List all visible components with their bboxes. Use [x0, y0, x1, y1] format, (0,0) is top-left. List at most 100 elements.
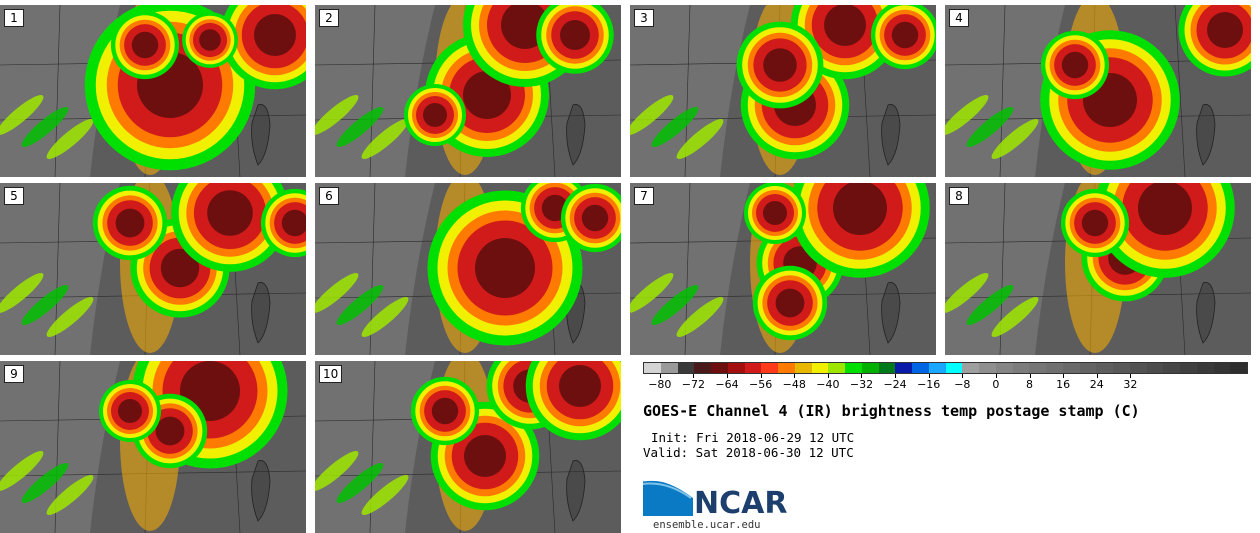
colorbar-swatch	[644, 363, 661, 373]
cold-cloud-top	[431, 397, 459, 425]
ir-satellite-map	[0, 183, 306, 355]
cloud-band	[0, 272, 44, 314]
colorbar-swatch	[711, 363, 728, 373]
colorbar-tick-mark	[995, 374, 997, 378]
cloud-band	[966, 106, 1014, 148]
colorbar-swatch	[828, 363, 845, 373]
website-url: ensemble.ucar.edu	[653, 519, 761, 531]
ensemble-member-panel: 3	[630, 5, 936, 177]
cold-cloud-top	[463, 71, 511, 119]
lake-outline	[881, 104, 901, 166]
colorbar-tick-label: 8	[1026, 378, 1034, 391]
ensemble-member-panel: 5	[0, 183, 306, 355]
ir-satellite-map	[0, 5, 306, 177]
cloud-band	[945, 272, 989, 314]
ensemble-member-panel: 1	[0, 5, 306, 177]
cloud-band	[0, 94, 44, 136]
colorbar-tick-mark	[1096, 374, 1098, 378]
colorbar-tick-mark	[794, 374, 796, 378]
colorbar-swatch	[677, 363, 695, 373]
cold-cloud-top	[763, 201, 787, 225]
cold-cloud-top	[833, 183, 887, 235]
cloud-band	[315, 450, 359, 492]
colorbar-tick-mark	[861, 374, 863, 378]
colorbar-swatch	[1113, 363, 1130, 373]
ensemble-member-panel: 6	[315, 183, 621, 355]
ensemble-member-panel: 4	[945, 5, 1251, 177]
colorbar-tick-label: −48	[782, 378, 806, 391]
colorbar-tick-label: 0	[992, 378, 1000, 391]
member-label: 10	[319, 365, 343, 383]
colorbar-tick-label: −16	[917, 378, 941, 391]
lake-outline	[566, 104, 586, 166]
cold-cloud-top	[581, 204, 609, 232]
ensemble-member-panel: 9	[0, 361, 306, 533]
cloud-band	[630, 272, 674, 314]
ncar-logo-text: NCAR	[694, 486, 788, 521]
figure-title: GOES-E Channel 4 (IR) brightness temp po…	[643, 402, 1140, 420]
ir-satellite-map	[630, 183, 936, 355]
colorbar-tick-label: −56	[749, 378, 773, 391]
cloud-band	[630, 94, 674, 136]
init-time: Init: Fri 2018-06-29 12 UTC	[651, 430, 855, 445]
cloud-band	[336, 106, 384, 148]
colorbar-swatch	[1096, 363, 1113, 373]
colorbar-swatch	[794, 363, 812, 373]
colorbar-swatch	[1062, 363, 1080, 373]
state-boundary	[1174, 5, 1186, 177]
colorbar-tick-label: −32	[849, 378, 874, 391]
colorbar-swatch	[979, 363, 996, 373]
colorbar-tick-mark	[895, 374, 897, 378]
lake-outline	[1196, 104, 1216, 166]
ir-satellite-map	[630, 5, 936, 177]
colorbar-swatch	[744, 363, 762, 373]
cold-cloud-top	[1207, 12, 1243, 48]
colorbar-tick-label: 24	[1089, 378, 1104, 391]
colorbar-tick-label: −24	[883, 378, 907, 391]
cloud-band	[21, 462, 69, 504]
member-label: 1	[4, 9, 24, 27]
colorbar-swatch	[761, 363, 778, 373]
colorbar-swatch	[945, 363, 963, 373]
lake-outline	[1196, 282, 1216, 344]
member-label: 8	[949, 187, 969, 205]
ir-satellite-map	[315, 361, 621, 533]
cloud-band	[315, 94, 359, 136]
lake-outline	[566, 460, 586, 522]
member-label: 4	[949, 9, 969, 27]
colorbar-tick-mark	[693, 374, 695, 378]
cloud-band	[0, 450, 44, 492]
cold-cloud-top	[131, 31, 159, 59]
cloud-band	[361, 474, 409, 516]
cold-cloud-top	[423, 103, 447, 127]
cold-cloud-top	[763, 48, 797, 82]
colorbar-swatch	[1012, 363, 1030, 373]
colorbar	[643, 362, 1248, 374]
cold-cloud-top	[1061, 51, 1089, 79]
colorbar-tick-mark	[962, 374, 964, 378]
cloud-band	[676, 296, 724, 338]
colorbar-swatch	[928, 363, 946, 373]
cold-cloud-top	[1138, 183, 1192, 235]
colorbar-swatch	[895, 363, 912, 373]
cloud-band	[336, 284, 384, 326]
colorbar-tick-mark	[1130, 374, 1132, 378]
colorbar-tick-label: −72	[681, 378, 706, 391]
cold-cloud-top	[891, 21, 919, 49]
cold-cloud-top	[560, 20, 590, 50]
colorbar-swatch	[811, 363, 829, 373]
member-label: 3	[634, 9, 654, 27]
colorbar-tick-mark	[1063, 374, 1065, 378]
cold-cloud-top	[160, 248, 200, 288]
member-label: 9	[4, 365, 24, 383]
cold-cloud-top	[207, 190, 253, 236]
colorbar-swatch	[995, 363, 1013, 373]
cloud-band	[676, 118, 724, 160]
colorbar-tick-mark	[827, 374, 829, 378]
ensemble-member-panel: 7	[630, 183, 936, 355]
colorbar-tick-label: 32	[1123, 378, 1138, 391]
cloud-band	[315, 272, 359, 314]
lake-outline	[251, 460, 271, 522]
cloud-band	[46, 118, 94, 160]
colorbar-swatch	[1029, 363, 1046, 373]
